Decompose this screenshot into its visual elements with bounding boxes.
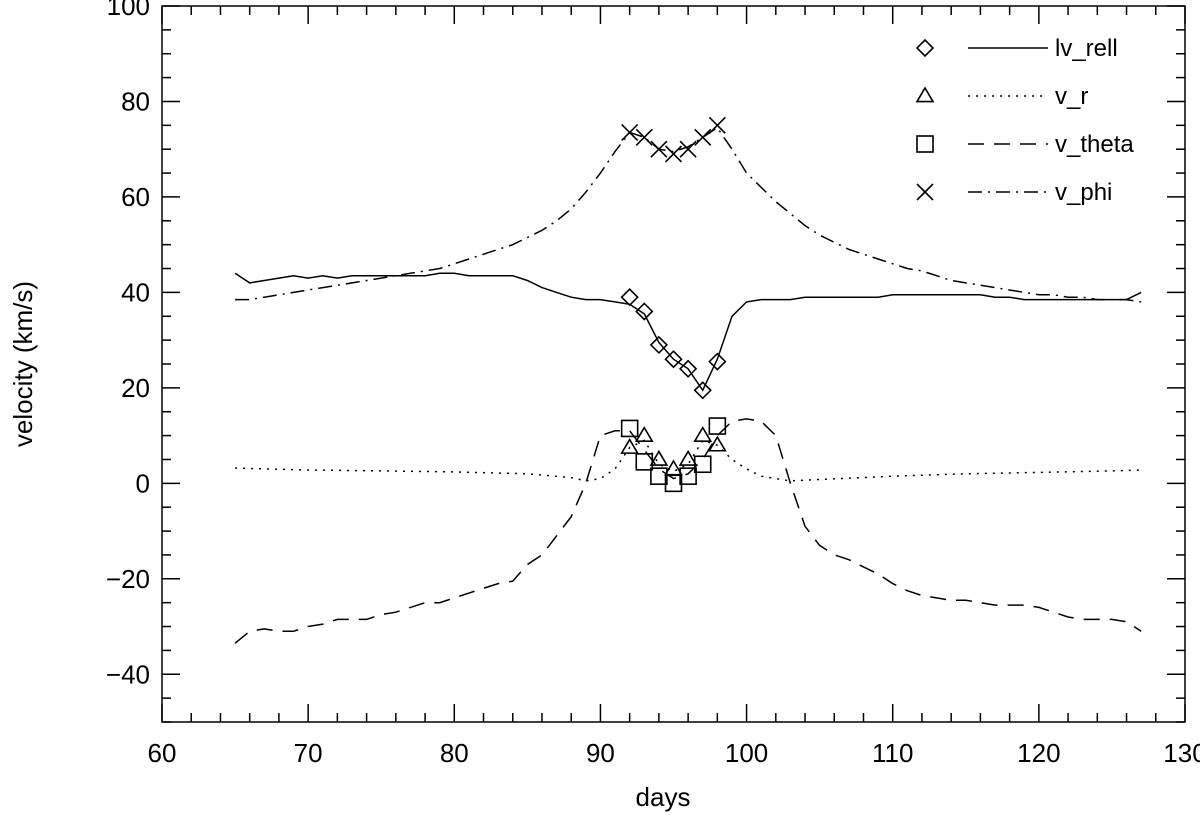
data-point-v_r — [693, 426, 713, 443]
legend-label-v_theta: v_theta — [1055, 131, 1134, 158]
legend-label-v_phi: v_phi — [1055, 179, 1112, 206]
data-point-v_r — [620, 437, 640, 454]
legend-marker-v_r — [915, 86, 935, 103]
data-point-v_phi — [664, 145, 683, 163]
data-point-v_theta — [650, 467, 668, 485]
x-tick-label: 70 — [294, 738, 323, 768]
plot-frame — [161, 5, 1186, 723]
x-tick-label: 110 — [872, 738, 913, 768]
x-tick-label: 80 — [440, 738, 469, 768]
data-point-v_phi — [621, 123, 639, 142]
axis-ticks — [161, 5, 1186, 723]
y-axis-title: velocity (km/s) — [8, 281, 38, 447]
series-lines — [234, 126, 1142, 644]
series-line-v_phi — [235, 126, 1142, 303]
data-point-lv_rell — [708, 352, 727, 371]
legend: lv_rell v_r v_theta v_phi — [915, 35, 1134, 206]
data-point-v_phi — [650, 140, 668, 158]
x-tick-label: 120 — [1017, 738, 1060, 768]
data-point-v_r — [678, 449, 698, 466]
x-tick-label: 60 — [148, 738, 177, 768]
data-point-lv_rell — [635, 302, 654, 321]
data-point-v_r — [634, 426, 654, 443]
data-point-lv_rell — [620, 288, 639, 307]
y-tick-label: 80 — [121, 86, 150, 116]
series-line-v_theta — [234, 418, 1142, 644]
data-point-lv_rell — [678, 359, 698, 378]
data-point-v_theta — [679, 467, 697, 485]
data-point-v_theta — [708, 417, 727, 435]
data-point-v_phi — [694, 128, 712, 146]
series-markers — [620, 116, 727, 493]
y-tick-label: −40 — [106, 659, 150, 689]
data-point-v_phi — [679, 140, 697, 158]
tick-labels: 60 70 80 90 100 110 120 130 −40 −20 0 20 40 60 80 100 — [106, 0, 1200, 768]
data-point-v_r — [707, 435, 727, 452]
y-tick-label: 100 — [107, 0, 150, 21]
legend-label-lv_rell: lv_rell — [1055, 35, 1118, 62]
series-line-lv_rell — [234, 272, 1142, 392]
data-point-v_theta — [664, 474, 683, 493]
y-tick-label: −20 — [106, 564, 150, 594]
data-point-v_phi — [635, 128, 653, 146]
legend-marker-lv_rell — [915, 38, 935, 58]
x-tick-label: 90 — [586, 738, 615, 768]
legend-label-v_r: v_r — [1055, 83, 1088, 110]
legend-marker-v_theta — [916, 135, 934, 153]
data-point-lv_rell — [693, 381, 712, 400]
data-point-v_r — [664, 459, 683, 476]
data-point-v_r — [649, 449, 669, 466]
x-tick-label: 130 — [1163, 738, 1200, 768]
data-point-lv_rell — [664, 350, 683, 369]
legend-marker-v_phi — [916, 183, 934, 201]
y-tick-label: 0 — [136, 468, 150, 498]
y-tick-label: 40 — [121, 277, 150, 307]
data-point-v_theta — [693, 455, 712, 474]
y-tick-label: 20 — [121, 373, 150, 403]
data-point-v_theta — [635, 453, 654, 471]
data-point-v_phi — [708, 116, 726, 134]
data-point-v_theta — [620, 419, 639, 438]
data-point-lv_rell — [649, 335, 669, 355]
x-tick-label: 100 — [725, 738, 768, 768]
series-line-v_r — [235, 439, 1142, 482]
y-tick-label: 60 — [121, 182, 150, 212]
x-axis-title: days — [636, 782, 691, 812]
